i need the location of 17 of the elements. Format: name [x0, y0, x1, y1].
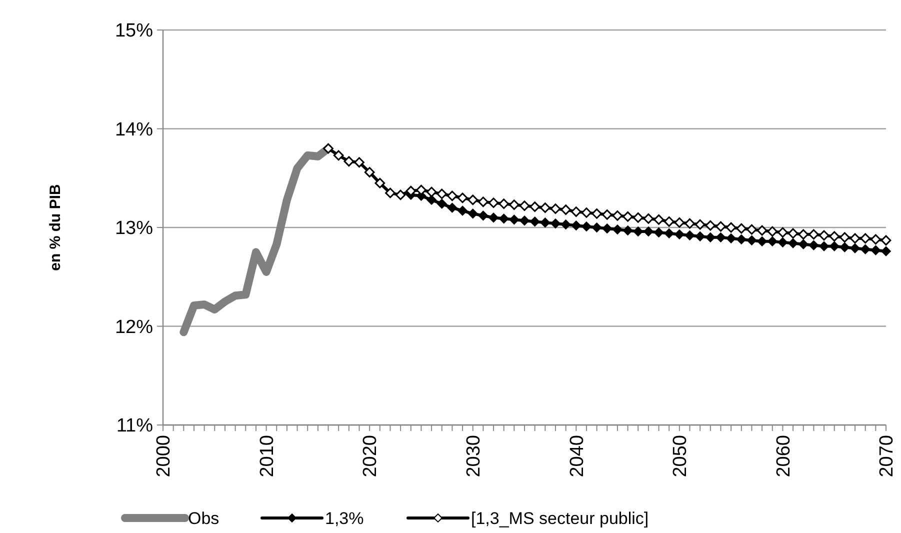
- x-tick-label: 2010: [256, 435, 278, 478]
- x-tick-label: 2070: [876, 435, 898, 478]
- y-tick-label: 11%: [116, 416, 154, 437]
- legend-label: Obs: [188, 508, 220, 528]
- legend-label: 1,3%: [325, 508, 364, 528]
- legend-label: [1,3_MS secteur public]: [471, 508, 649, 528]
- x-tick-label: 2020: [360, 435, 382, 478]
- y-tick-label: 13%: [114, 218, 154, 240]
- x-tick-label: 2000: [154, 435, 175, 478]
- x-tick-label: 2030: [464, 435, 485, 478]
- y-axis-title: en % du PIB: [47, 184, 64, 271]
- y-tick-label: 15%: [114, 20, 154, 42]
- x-tick-label: 2050: [670, 435, 692, 478]
- y-tick-label: 14%: [114, 119, 154, 140]
- x-tick-label: 2040: [566, 435, 588, 478]
- y-tick-label: 12%: [114, 316, 154, 338]
- x-tick-label: 2060: [773, 435, 794, 478]
